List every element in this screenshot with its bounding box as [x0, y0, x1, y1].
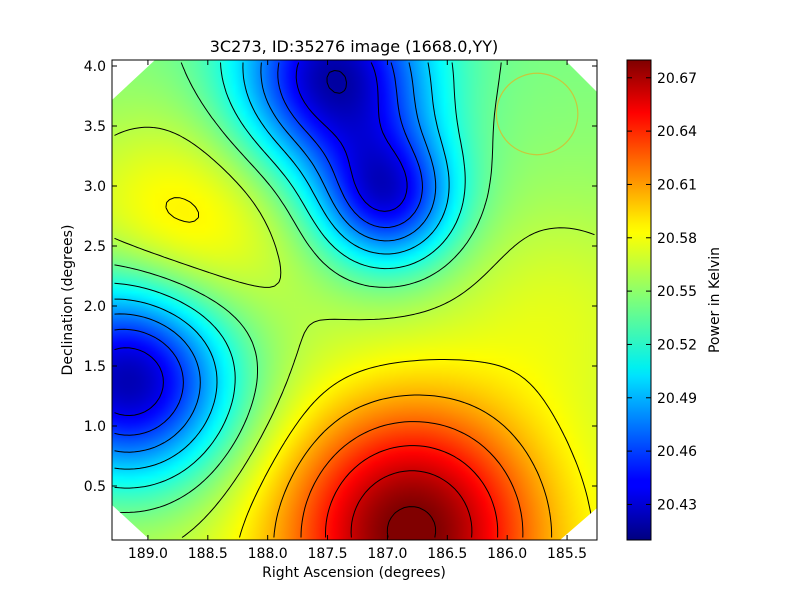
x-tick-label: 186.5 [427, 546, 467, 562]
x-tick-label: 187.0 [367, 546, 407, 562]
y-axis-label: Declination (degrees) [60, 225, 76, 376]
colorbar-tick-label: 20.61 [657, 177, 697, 193]
y-tick-label: 0.5 [84, 479, 106, 495]
y-tick-label: 3.5 [84, 119, 106, 135]
y-tick-label: 3.0 [84, 179, 106, 195]
contour-line [325, 445, 499, 538]
colorbar-tick-label: 20.52 [657, 337, 697, 353]
x-tick-label: 188.0 [248, 546, 288, 562]
colorbar-tick-label: 20.43 [657, 497, 697, 513]
contour-line [273, 394, 553, 538]
x-axis: 189.0 188.5 188.0 187.5 187.0 186.5 186.0 185.5 [128, 60, 587, 562]
colorbar-tick-label: 20.67 [657, 71, 697, 87]
contour-line [114, 62, 437, 453]
x-tick-label: 188.5 [188, 546, 228, 562]
contour-line [114, 62, 408, 416]
colorbar-label: Power in Kelvin [707, 247, 723, 353]
x-tick-label: 185.5 [547, 546, 587, 562]
contour-lines [114, 62, 595, 538]
contour-line [300, 421, 524, 538]
contour-line [114, 62, 502, 513]
y-tick-label: 2.5 [84, 239, 106, 255]
colorbar-axis: 20.43 20.46 20.49 20.52 20.55 20.58 20.61 20.64… [627, 71, 697, 513]
x-tick-label: 187.5 [308, 546, 348, 562]
colorbar-tick-label: 20.58 [657, 231, 697, 247]
contour-line [114, 62, 450, 470]
contour-line [386, 506, 437, 538]
x-tick-label: 189.0 [128, 546, 168, 562]
y-axis: 0.5 1.0 1.5 2.0 2.5 3.0 3.5 4.0 [84, 59, 597, 495]
contour-line [114, 126, 595, 538]
beam-marker [495, 72, 579, 156]
y-tick-label: 2.0 [84, 299, 106, 315]
chart-title: 3C273, ID:35276 image (1668.0,YY) [210, 37, 499, 56]
colorbar-tick-label: 20.55 [657, 284, 697, 300]
contour-line [326, 70, 347, 94]
colorbar-tick-label: 20.49 [657, 391, 697, 407]
contour-line [114, 62, 466, 489]
heatmap-image [112, 60, 597, 540]
contour-line [350, 470, 473, 538]
y-tick-label: 1.5 [84, 359, 106, 375]
x-axis-label: Right Ascension (degrees) [262, 565, 446, 581]
colorbar [626, 59, 652, 541]
colorbar-tick-label: 20.46 [657, 444, 697, 460]
y-tick-label: 4.0 [84, 59, 106, 75]
x-tick-label: 186.0 [487, 546, 527, 562]
contour-line [114, 62, 423, 436]
y-tick-label: 1.0 [84, 419, 106, 435]
contour-line [165, 197, 594, 538]
plot-frame [111, 59, 598, 541]
colorbar-tick-label: 20.64 [657, 124, 697, 140]
